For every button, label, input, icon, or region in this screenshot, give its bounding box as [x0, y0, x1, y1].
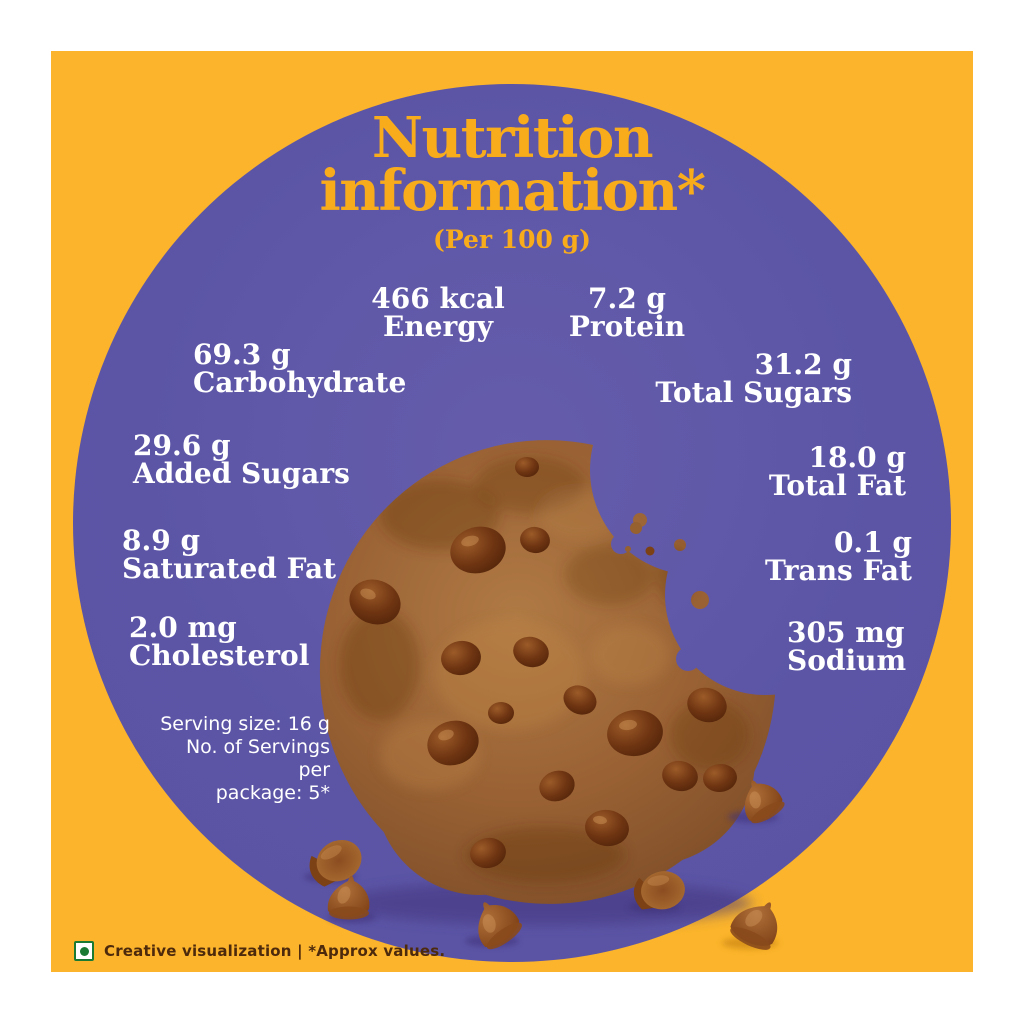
servings-per-package-line1: No. of Servings per: [185, 736, 330, 781]
title-line-2: information*: [319, 158, 706, 224]
nutrient-value: 31.2 g: [754, 348, 852, 381]
serving-size: Serving size: 16 g: [160, 713, 330, 735]
nutrient-total-sugars: 31.2 g Total Sugars: [655, 351, 852, 407]
page-title: Nutrition information* (Per 100 g): [162, 105, 862, 254]
nutrient-added-sugars: 29.6 g Added Sugars: [133, 432, 350, 488]
nutrient-value: 7.2 g: [587, 282, 667, 315]
nutrient-label: Cholesterol: [129, 639, 310, 672]
nutrient-label: Total Sugars: [655, 376, 852, 409]
footer-disclaimer: Creative visualization | *Approx values.: [74, 941, 445, 961]
nutrient-protein: 7.2 g Protein: [547, 285, 707, 341]
nutrient-cholesterol: 2.0 mg Cholesterol: [129, 614, 309, 670]
nutrient-value: 69.3 g: [193, 338, 291, 371]
nutrient-label: Saturated Fat: [122, 552, 337, 585]
nutrient-total-fat: 18.0 g Total Fat: [769, 444, 906, 500]
nutrient-saturated-fat: 8.9 g Saturated Fat: [122, 527, 336, 583]
nutrient-label: Sodium: [787, 644, 907, 677]
nutrient-carbohydrate: 69.3 g Carbohydrate: [193, 341, 406, 397]
nutrient-value: 305 mg: [787, 616, 905, 649]
nutrient-label: Trans Fat: [765, 554, 912, 587]
nutrient-label: Energy: [382, 310, 494, 343]
nutrient-value: 8.9 g: [122, 524, 201, 557]
nutrient-value: 2.0 mg: [129, 611, 237, 644]
nutrient-label: Total Fat: [768, 469, 906, 502]
serving-info: Serving size: 16 g No. of Servings per p…: [150, 713, 330, 805]
cookie-image: [295, 425, 825, 955]
nutrient-label: Carbohydrate: [193, 366, 407, 399]
nutrient-energy: 466 kcal Energy: [358, 285, 518, 341]
nutrient-label: Added Sugars: [133, 457, 350, 490]
nutrient-value: 466 kcal: [371, 282, 505, 315]
per-100g-subtitle: (Per 100 g): [433, 225, 591, 254]
nutrient-label: Protein: [568, 310, 686, 343]
servings-per-package-line2: package: 5*: [215, 782, 330, 804]
nutrient-value: 0.1 g: [833, 526, 912, 559]
nutrient-value: 18.0 g: [808, 441, 906, 474]
title-line-1: Nutrition: [371, 105, 654, 171]
nutrient-value: 29.6 g: [133, 429, 231, 462]
nutrient-trans-fat: 0.1 g Trans Fat: [765, 529, 912, 585]
veg-mark-icon: [74, 941, 94, 961]
disclaimer-text: Creative visualization | *Approx values.: [104, 942, 446, 960]
nutrient-sodium: 305 mg Sodium: [787, 619, 906, 675]
